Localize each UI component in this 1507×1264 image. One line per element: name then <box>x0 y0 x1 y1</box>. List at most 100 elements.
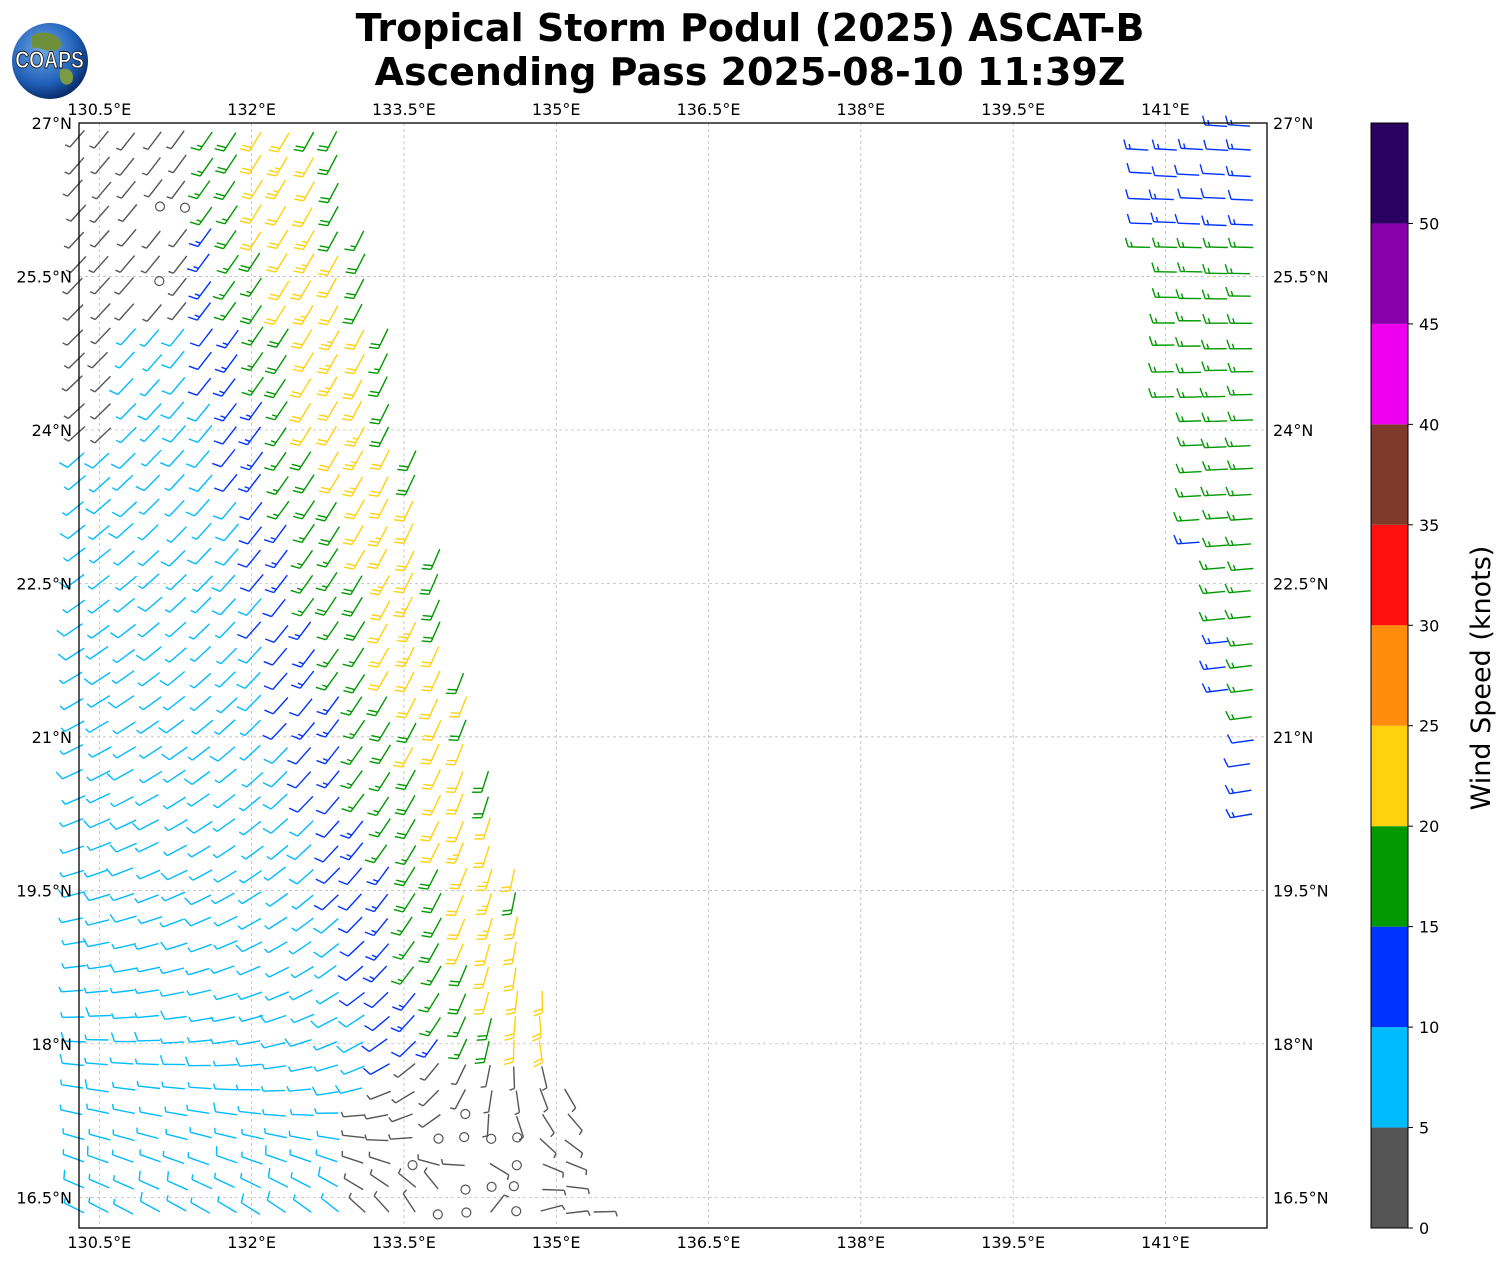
barb-shaft <box>567 1113 583 1131</box>
barb-flag <box>341 418 352 422</box>
barb-half-flag <box>369 976 375 980</box>
wind-barb <box>134 894 159 904</box>
barb-half-flag <box>340 1111 344 1118</box>
barb-half-flag <box>115 147 122 151</box>
barb-flag <box>1227 214 1232 225</box>
barb-flag <box>315 442 326 446</box>
barb-half-flag <box>449 1107 456 1110</box>
wind-barb <box>211 574 236 593</box>
barb-half-flag <box>1232 514 1236 521</box>
wind-barb <box>402 1189 416 1213</box>
wind-barb <box>112 1129 135 1142</box>
barb-half-flag <box>1205 391 1208 398</box>
wind-barb <box>134 988 160 994</box>
barb-shaft <box>191 770 211 786</box>
barb-flag <box>448 739 459 741</box>
barb-flag <box>340 784 350 789</box>
lat-label: 16.5°N <box>16 1188 72 1207</box>
barb-shaft <box>373 1195 390 1213</box>
barb-shaft <box>63 1040 86 1043</box>
barb-half-flag <box>213 1083 216 1090</box>
barb-half-flag <box>58 986 62 993</box>
barb-shaft <box>241 1156 263 1165</box>
barb-shaft <box>1203 196 1226 200</box>
barb-flag <box>109 632 119 639</box>
barb-shaft <box>61 989 84 993</box>
wind-barb <box>164 499 185 517</box>
barb-flag <box>292 321 302 326</box>
wind-barb <box>315 501 337 522</box>
wind-barb <box>318 330 340 351</box>
wind-barb <box>504 1015 517 1041</box>
barb-shaft <box>272 697 289 715</box>
wind-barb <box>1225 139 1251 151</box>
wind-barb <box>1151 237 1178 249</box>
wind-barb <box>1226 339 1253 350</box>
wind-barb <box>111 1149 134 1163</box>
wind-barb <box>286 1085 311 1092</box>
barb-flag <box>421 813 432 816</box>
wind-barb <box>212 1060 238 1067</box>
barb-flag <box>1200 438 1206 448</box>
barb-flag <box>291 612 301 617</box>
barb-half-flag <box>138 778 144 784</box>
barb-shaft <box>195 403 211 422</box>
barb-flag <box>63 1169 66 1180</box>
wind-barb <box>186 793 210 807</box>
wind-barb <box>213 719 236 736</box>
barb-flag <box>346 292 356 296</box>
wind-barb <box>214 230 237 250</box>
colorbar-tick-label: 50 <box>1419 214 1439 233</box>
barb-shaft <box>118 351 135 369</box>
wind-barb <box>184 894 212 906</box>
wind-barb <box>112 1175 135 1190</box>
wind-barb <box>187 746 211 761</box>
barb-shaft <box>390 1136 413 1140</box>
barb-flag <box>446 759 457 762</box>
barb-half-flag <box>312 1045 318 1051</box>
wind-barb <box>1174 487 1201 498</box>
wind-barb <box>421 769 442 790</box>
wind-barb <box>362 1063 390 1076</box>
barb-half-flag <box>212 804 218 809</box>
calm-circle <box>486 1181 497 1192</box>
wind-barb <box>184 967 210 976</box>
barb-half-flag <box>62 317 68 321</box>
wind-barb <box>62 1149 85 1163</box>
barb-flag <box>370 490 381 494</box>
barb-flag <box>293 270 303 274</box>
barb-shaft <box>166 1133 188 1141</box>
wind-barb <box>1176 388 1203 398</box>
barb-flag <box>445 791 455 793</box>
barb-flag <box>344 566 354 570</box>
barb-half-flag <box>297 562 303 566</box>
coaps-logo: COAPS <box>12 23 88 99</box>
barb-flag <box>334 1084 342 1094</box>
barb-flag <box>398 636 408 639</box>
barb-shaft <box>197 425 213 443</box>
wind-barb <box>445 894 464 917</box>
barb-shaft <box>94 427 112 444</box>
barb-flag <box>394 664 405 668</box>
barb-flag <box>364 859 375 864</box>
wind-barb <box>188 228 212 248</box>
barb-flag <box>315 518 326 522</box>
wind-barb <box>212 280 236 300</box>
barb-shaft <box>94 277 111 295</box>
wind-barb <box>364 1134 389 1142</box>
barb-flag <box>336 1045 344 1054</box>
barb-shaft <box>63 940 86 946</box>
barb-half-flag <box>313 1066 318 1072</box>
wind-barb <box>134 942 159 950</box>
wind-barb <box>165 573 187 591</box>
barb-flag <box>1149 313 1154 324</box>
wind-barb <box>263 378 286 399</box>
barb-shaft <box>92 255 109 274</box>
wind-barb <box>475 868 493 891</box>
wind-barb <box>186 547 212 565</box>
wind-barb <box>213 426 237 445</box>
barb-flag <box>293 246 304 251</box>
barb-half-flag <box>1180 315 1184 321</box>
barb-flag <box>344 443 355 447</box>
barb-half-flag <box>1206 219 1210 226</box>
